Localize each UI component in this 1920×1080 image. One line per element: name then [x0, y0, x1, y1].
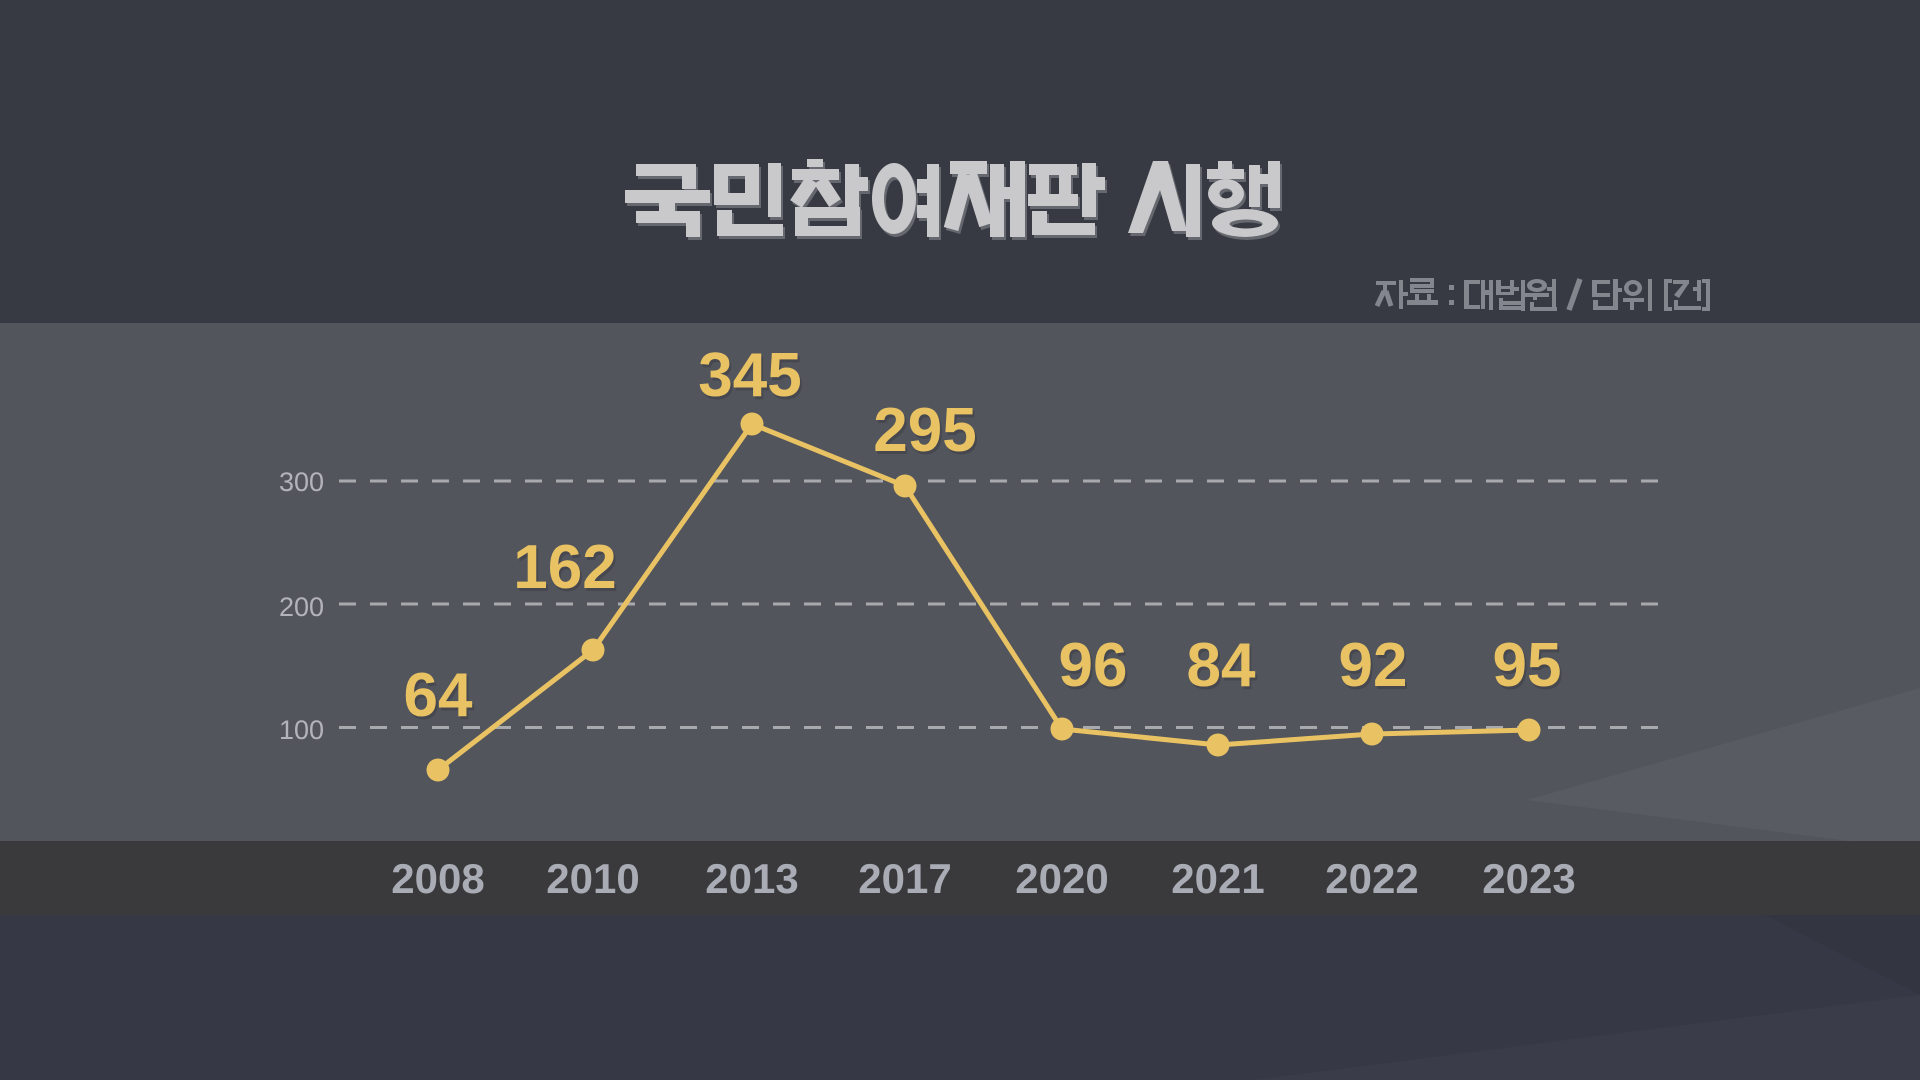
svg-text:64: 64: [406, 664, 475, 733]
svg-text:2008: 2008: [391, 855, 484, 902]
svg-text:200: 200: [279, 592, 324, 622]
svg-text:2021: 2021: [1171, 855, 1264, 902]
svg-text:162: 162: [513, 533, 616, 602]
svg-text:2023: 2023: [1482, 855, 1575, 902]
svg-text:95: 95: [1493, 631, 1562, 700]
svg-text:295: 295: [873, 396, 976, 465]
svg-text:2020: 2020: [1015, 855, 1108, 902]
svg-text:2017: 2017: [858, 855, 951, 902]
svg-text:96: 96: [1061, 634, 1130, 703]
svg-text:2013: 2013: [705, 855, 798, 902]
svg-text:92: 92: [1339, 631, 1408, 700]
svg-text:95: 95: [1495, 634, 1564, 703]
svg-text:92: 92: [1341, 634, 1410, 703]
svg-text:300: 300: [279, 467, 324, 497]
svg-text:84: 84: [1187, 631, 1256, 700]
svg-text:2022: 2022: [1325, 855, 1418, 902]
svg-text:345: 345: [700, 344, 803, 413]
svg-text:295: 295: [875, 399, 978, 468]
svg-text:64: 64: [404, 661, 473, 730]
svg-text:100: 100: [279, 715, 324, 745]
svg-text:84: 84: [1189, 634, 1258, 703]
svg-text:96: 96: [1059, 631, 1128, 700]
svg-text:162: 162: [515, 536, 618, 605]
svg-text:2010: 2010: [546, 855, 639, 902]
svg-text:345: 345: [698, 341, 801, 410]
